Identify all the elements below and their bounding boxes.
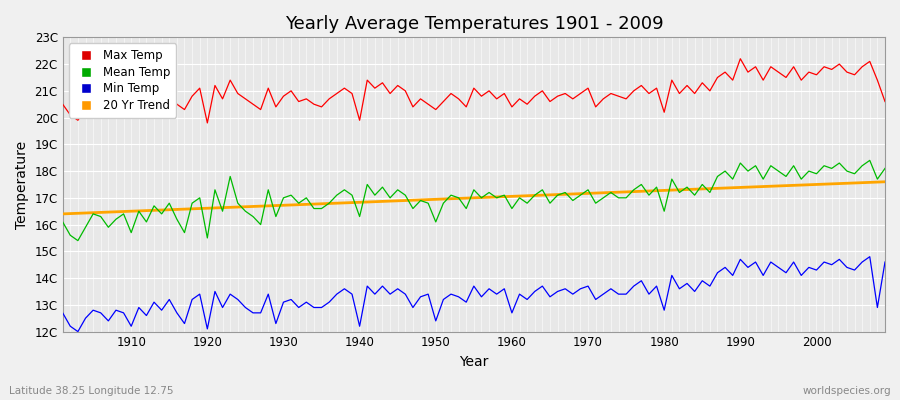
Legend: Max Temp, Mean Temp, Min Temp, 20 Yr Trend: Max Temp, Mean Temp, Min Temp, 20 Yr Tre… — [68, 43, 176, 118]
Y-axis label: Temperature: Temperature — [15, 140, 29, 228]
Title: Yearly Average Temperatures 1901 - 2009: Yearly Average Temperatures 1901 - 2009 — [284, 15, 663, 33]
Text: worldspecies.org: worldspecies.org — [803, 386, 891, 396]
X-axis label: Year: Year — [459, 355, 489, 369]
Text: Latitude 38.25 Longitude 12.75: Latitude 38.25 Longitude 12.75 — [9, 386, 174, 396]
